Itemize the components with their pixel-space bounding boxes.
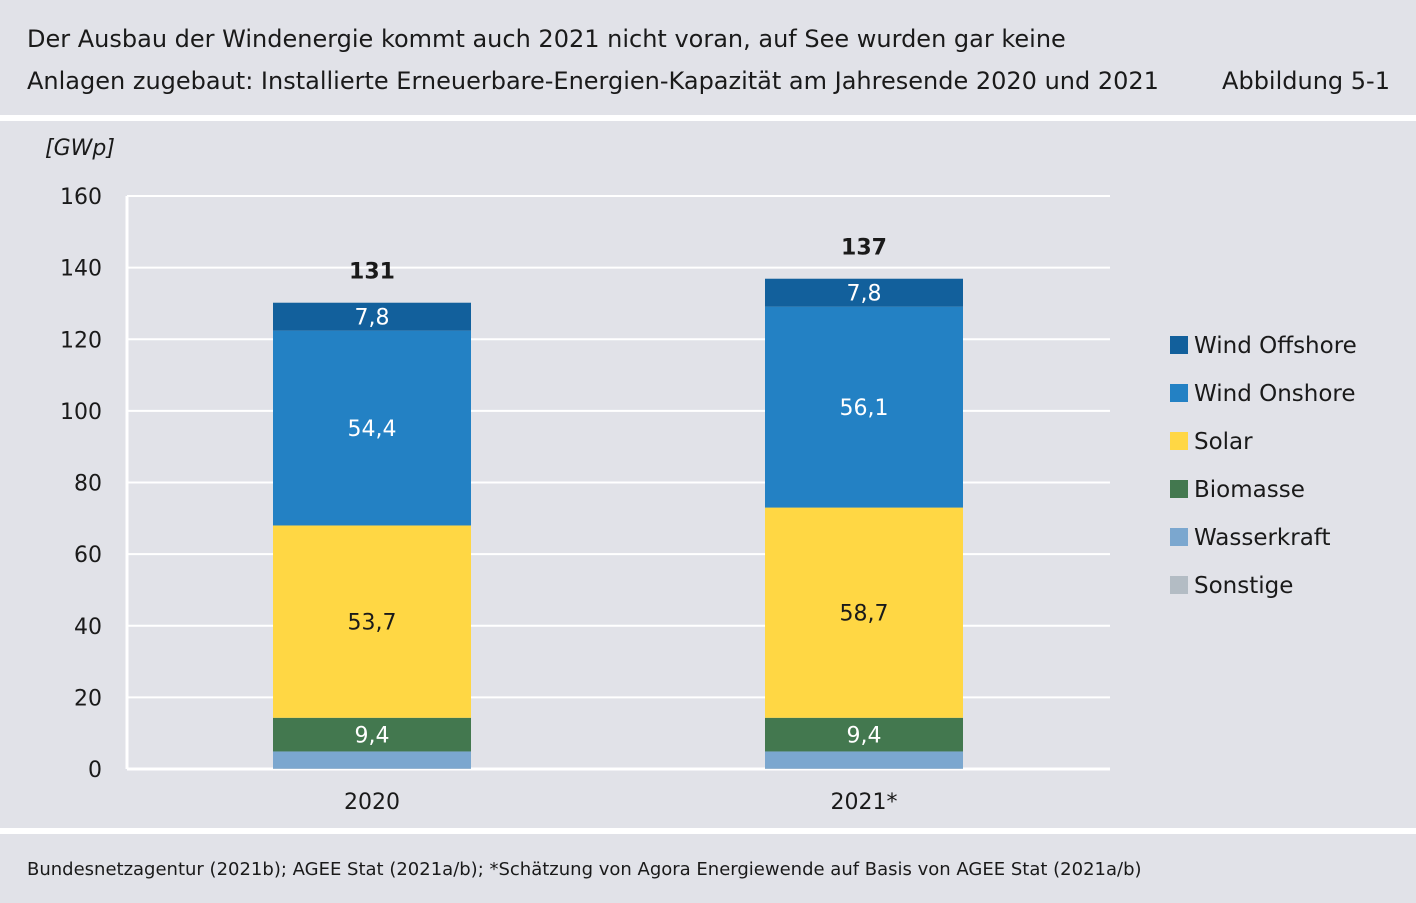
y-tick-label: 20 xyxy=(74,686,102,711)
legend-label: Wasserkraft xyxy=(1194,525,1331,551)
y-axis-label: [GWp] xyxy=(45,136,115,161)
figure-label: Abbildung 5-1 xyxy=(1222,67,1390,95)
y-tick-label: 80 xyxy=(74,472,102,497)
x-tick-label: 2020 xyxy=(344,790,400,815)
chart-title-line-2: Anlagen zugebaut: Installierte Erneuerba… xyxy=(27,67,1159,95)
source-note: Bundesnetzagentur (2021b); AGEE Stat (20… xyxy=(27,859,1142,880)
x-tick-labels: 2020 2021* xyxy=(344,790,898,815)
bar-segment xyxy=(273,717,471,752)
data-label: 58,7 xyxy=(840,602,889,627)
bar-segment xyxy=(765,278,963,307)
data-label: 53,7 xyxy=(348,611,397,636)
data-label: 54,4 xyxy=(348,417,397,442)
data-label: 56,1 xyxy=(840,396,889,421)
data-label: 7,8 xyxy=(847,282,882,307)
total-label: 131 xyxy=(349,260,395,285)
x-tick-label: 2021* xyxy=(831,790,898,815)
legend-swatch xyxy=(1170,480,1188,498)
data-label: 9,4 xyxy=(847,724,882,749)
y-tick-label: 120 xyxy=(60,328,102,353)
legend-swatch xyxy=(1170,432,1188,450)
total-label: 137 xyxy=(841,236,887,261)
legend-swatch xyxy=(1170,336,1188,354)
bar-segment xyxy=(273,751,471,769)
chart-title-line-1: Der Ausbau der Windenergie kommt auch 20… xyxy=(27,25,1066,53)
bar-segment xyxy=(273,302,471,331)
legend-label: Biomasse xyxy=(1194,477,1305,503)
legend-label: Wind Onshore xyxy=(1194,381,1356,407)
y-tick-label: 100 xyxy=(60,400,102,425)
bar-segment xyxy=(765,717,963,752)
bar-segment xyxy=(273,330,471,526)
bars: 9,4 53,7 54,4 7,8 131 9,4 58,7 56,1 7,8 137 xyxy=(273,236,963,769)
chart-area: 0 20 40 60 80 100 120 140 160 9,4 53,7 54,4 7,8 131 9… xyxy=(0,121,1416,828)
y-tick-label: 60 xyxy=(74,543,102,568)
bar-segment xyxy=(765,507,963,718)
legend: Wind Offshore Wind Onshore Solar Biomasse Wa… xyxy=(1170,333,1357,599)
y-tick-label: 0 xyxy=(88,758,102,783)
legend-swatch xyxy=(1170,384,1188,402)
data-label: 7,8 xyxy=(355,306,390,331)
data-label: 9,4 xyxy=(355,724,390,749)
bar-segment xyxy=(765,306,963,508)
y-tick-labels: 0 20 40 60 80 100 120 140 160 xyxy=(60,185,102,783)
legend-swatch xyxy=(1170,528,1188,546)
bar-segment xyxy=(765,751,963,769)
legend-label: Solar xyxy=(1194,429,1253,455)
legend-label: Wind Offshore xyxy=(1194,333,1357,359)
chart-footer: Bundesnetzagentur (2021b); AGEE Stat (20… xyxy=(0,834,1416,903)
y-tick-label: 140 xyxy=(60,257,102,282)
y-tick-label: 160 xyxy=(60,185,102,210)
bar-segment xyxy=(273,525,471,718)
y-tick-label: 40 xyxy=(74,615,102,640)
legend-swatch xyxy=(1170,576,1188,594)
legend-label: Sonstige xyxy=(1194,573,1293,599)
chart-header: Der Ausbau der Windenergie kommt auch 20… xyxy=(0,0,1416,115)
